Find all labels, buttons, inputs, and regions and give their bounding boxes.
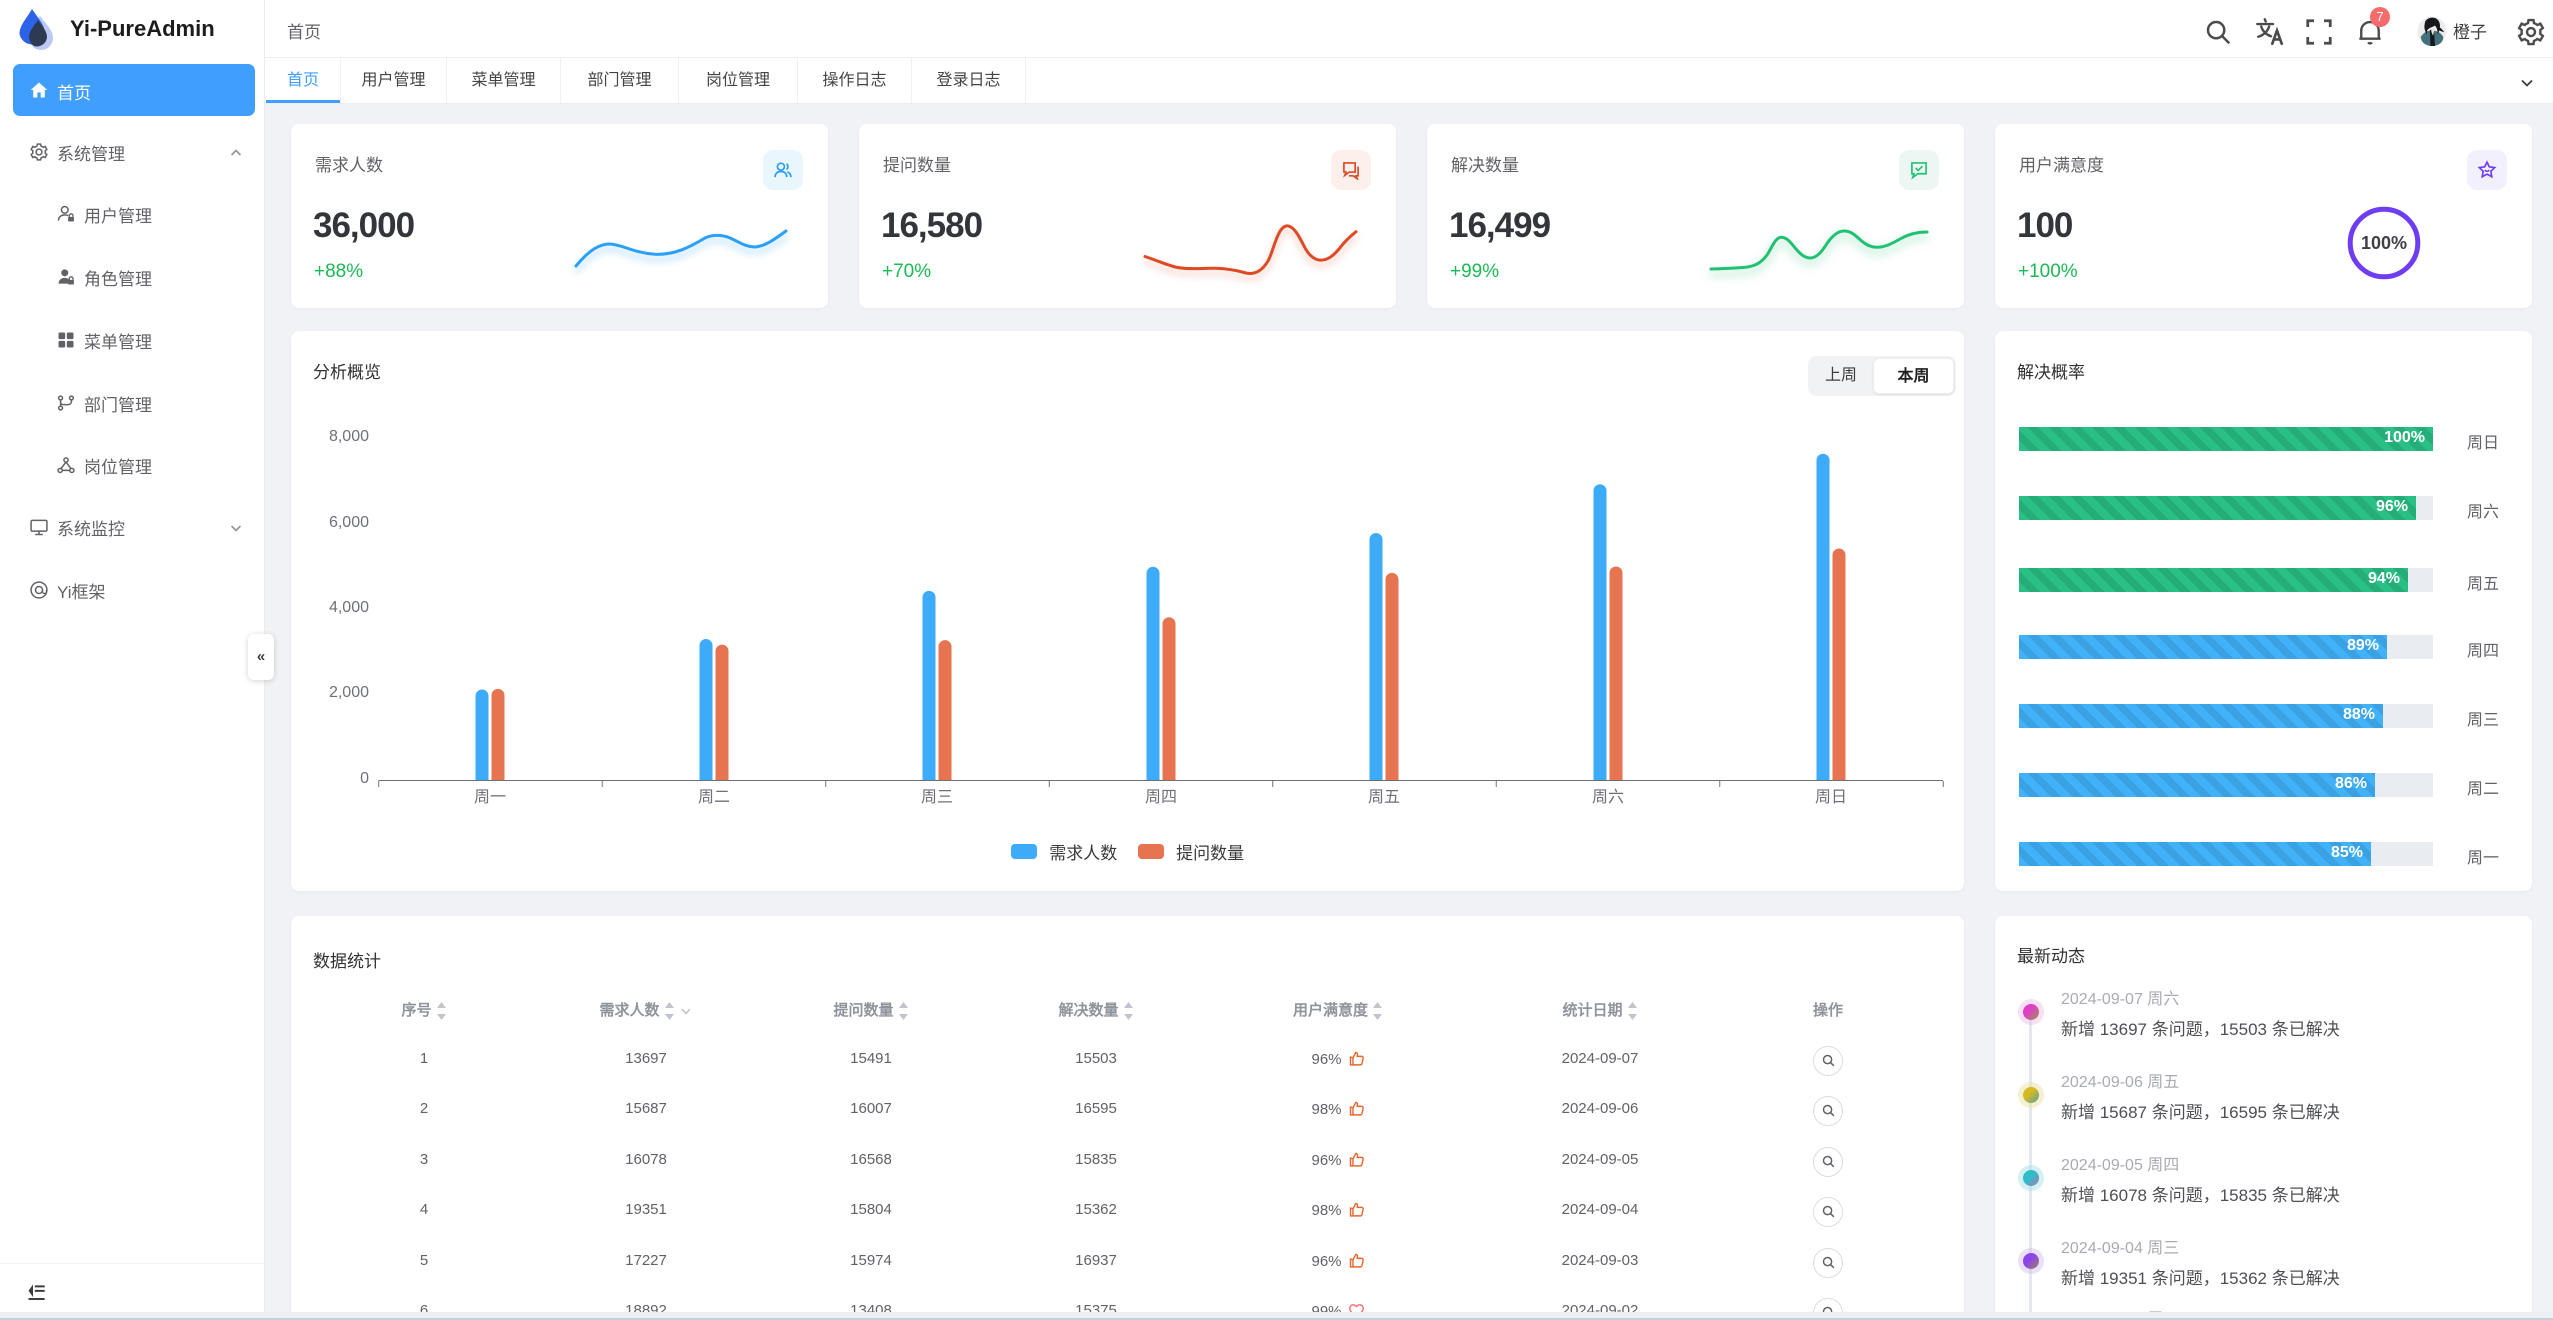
svg-text:2,000: 2,000: [329, 684, 369, 701]
svg-text:周一: 周一: [474, 789, 506, 806]
svg-text:周二: 周二: [698, 789, 730, 806]
svg-text:周五: 周五: [1368, 789, 1400, 806]
svg-text:0: 0: [360, 770, 369, 787]
svg-text:周四: 周四: [1145, 789, 1177, 806]
svg-text:周日: 周日: [1815, 789, 1847, 806]
svg-text:周六: 周六: [1592, 788, 1624, 806]
svg-text:4,000: 4,000: [329, 599, 369, 616]
svg-text:6,000: 6,000: [329, 514, 369, 531]
svg-text:100%: 100%: [2361, 233, 2407, 253]
svg-text:8,000: 8,000: [329, 428, 369, 445]
svg-text:周三: 周三: [921, 789, 953, 806]
